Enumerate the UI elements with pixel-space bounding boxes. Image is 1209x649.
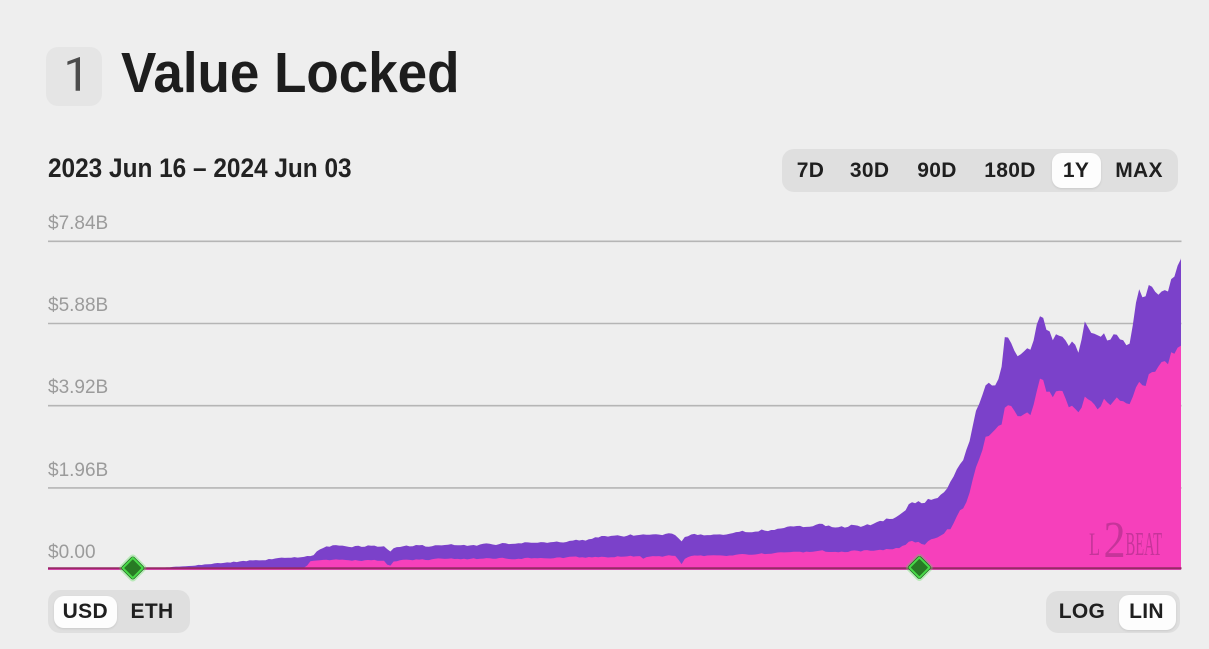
svg-text:L: L bbox=[1089, 525, 1100, 562]
svg-text:2: 2 bbox=[1104, 512, 1126, 569]
svg-text:BEAT: BEAT bbox=[1126, 525, 1163, 563]
